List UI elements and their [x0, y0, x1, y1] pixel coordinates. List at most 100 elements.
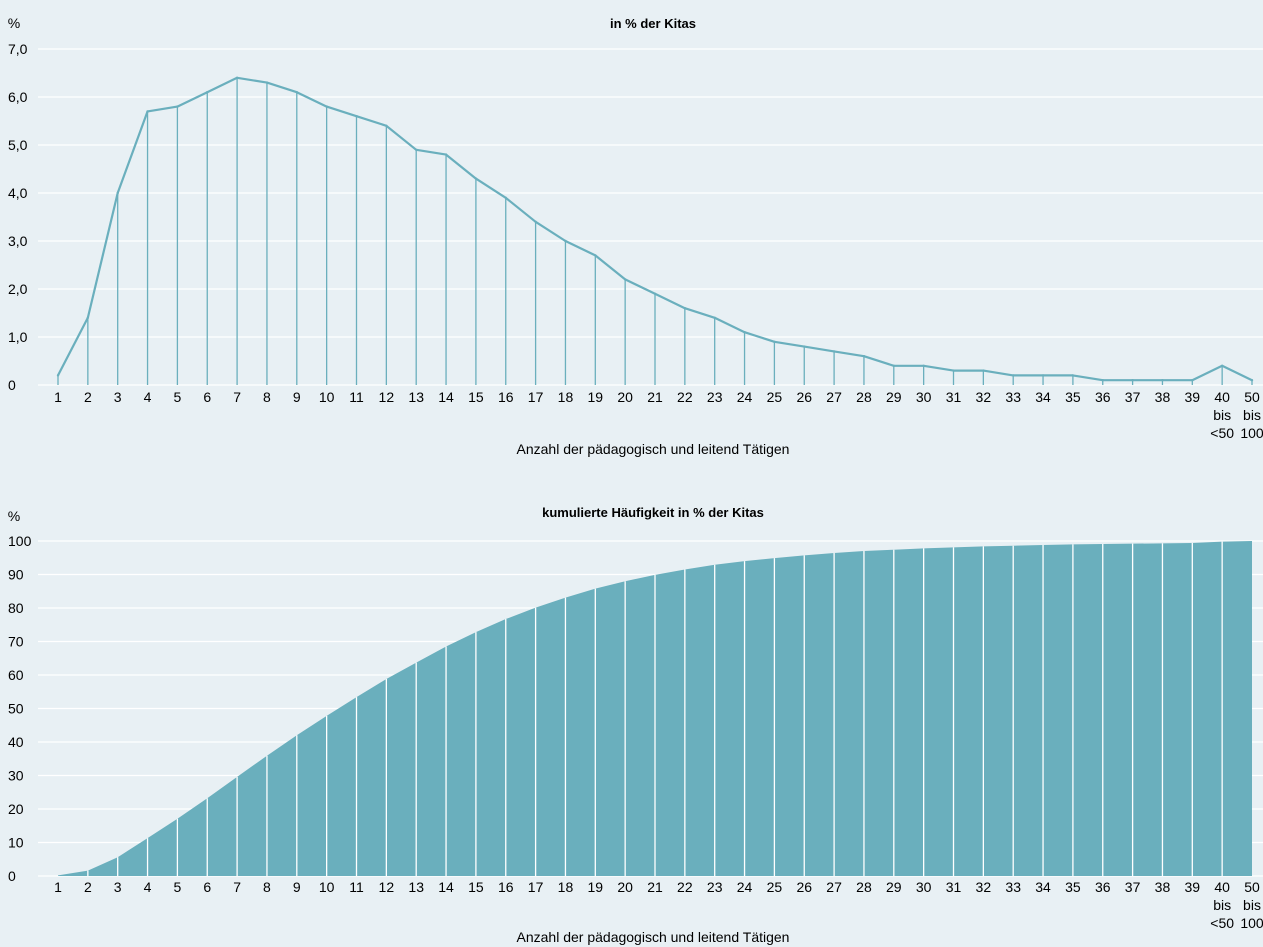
chart2-y-tick-label: 10 — [8, 835, 24, 851]
chart1-data-point — [444, 153, 448, 156]
chart2-y-tick-label: 30 — [8, 768, 24, 784]
chart2-x-tick-label: 50 bis 100 — [1240, 879, 1263, 931]
chart1-x-tick-label: 5 — [174, 389, 182, 405]
chart1-x-tick-label: 24 — [737, 389, 753, 405]
chart1-data-point — [952, 369, 955, 372]
chart1-x-tick-label: 37 — [1125, 389, 1141, 405]
chart1-y-tick-label: 5,0 — [8, 137, 28, 153]
chart2-x-tick-label: 37 — [1125, 879, 1141, 895]
chart2-x-tick-label: 39 — [1185, 879, 1201, 895]
chart1-data-point — [415, 148, 418, 151]
chart1-data-point — [1131, 379, 1134, 382]
chart1-data-point — [1071, 374, 1075, 377]
chart1-data-point — [295, 91, 298, 94]
chart2-x-tick-label: 33 — [1005, 879, 1021, 895]
chart1-data-point — [564, 239, 567, 243]
chart1-x-tick-label: 29 — [886, 389, 902, 405]
chart1-data-point — [116, 191, 119, 195]
chart2-x-tick-label: 23 — [707, 879, 723, 895]
chart1-data-point — [743, 331, 746, 334]
chart1-data-point — [56, 374, 60, 377]
chart1-x-tick-label: 38 — [1155, 389, 1171, 405]
chart1-data-point — [325, 105, 328, 108]
chart1-x-tick-label: 2 — [84, 389, 92, 405]
chart2-y-tick-label: 90 — [8, 567, 24, 583]
chart2-x-tick-label: 13 — [408, 879, 424, 895]
chart1-data-point — [594, 254, 597, 257]
chart1-x-tick-label: 12 — [379, 389, 395, 405]
chart2-x-tick-label: 19 — [588, 879, 604, 895]
chart1-data-point — [1250, 379, 1254, 382]
chart1-x-tick-label: 9 — [293, 389, 301, 405]
chart1-x-tick-label: 19 — [588, 389, 604, 405]
chart1-x-tick-label: 39 — [1185, 389, 1201, 405]
chart1-data-point — [832, 350, 836, 353]
chart1-x-tick-label: 50 bis 100 — [1240, 389, 1263, 441]
chart1-data-point — [206, 91, 209, 94]
chart2-x-tick-label: 11 — [349, 879, 364, 895]
chart2-x-tick-label: 10 — [319, 879, 335, 895]
chart1-x-tick-label: 36 — [1095, 389, 1111, 405]
chart2-x-tick-label: 29 — [886, 879, 902, 895]
chart1-data-point — [683, 307, 687, 310]
chart1-data-point — [982, 369, 985, 372]
chart1-data-point — [892, 364, 895, 367]
chart1-x-tick-label: 1 — [54, 389, 62, 405]
chart2-x-tick-label: 7 — [233, 879, 241, 895]
chart2-x-tick-label: 6 — [203, 879, 211, 895]
chart1-data-point — [1220, 364, 1224, 367]
chart1-x-tick-label: 26 — [796, 389, 812, 405]
chart1-data-point — [1012, 374, 1015, 377]
chart2-x-tick-label: 9 — [293, 879, 301, 895]
chart2-x-tick-label: 27 — [826, 879, 842, 895]
chart1-x-tick-label: 17 — [528, 389, 544, 405]
chart2-x-tick-label: 20 — [617, 879, 633, 895]
chart1-data-point — [922, 364, 925, 367]
chart1-x-tick-label: 6 — [203, 389, 211, 405]
chart1-x-tick-label: 31 — [946, 389, 962, 405]
chart1-x-tick-label: 8 — [263, 389, 271, 405]
chart1-x-tick-label: 33 — [1005, 389, 1021, 405]
chart1-data-point — [1101, 379, 1104, 382]
chart2-x-axis-label: Anzahl der pädagogisch und leitend Tätig… — [517, 929, 790, 945]
chart2-y-tick-label: 50 — [8, 701, 24, 717]
chart2-x-tick-label: 15 — [468, 879, 484, 895]
chart2-y-tick-label: 40 — [8, 734, 24, 750]
chart2-x-tick-label: 1 — [54, 879, 62, 895]
chart1-data-point — [534, 220, 537, 223]
chart1-data-point — [504, 196, 507, 199]
chart1-x-tick-label: 40 bis <50 — [1210, 389, 1234, 441]
chart1-x-tick-label: 25 — [767, 389, 783, 405]
chart2-x-tick-label: 30 — [916, 879, 932, 895]
chart2-x-tick-label: 8 — [263, 879, 271, 895]
chart1-unit-label: % — [8, 15, 20, 31]
chart2-x-tick-label: 5 — [174, 879, 182, 895]
chart1-y-tick-label: 6,0 — [8, 89, 28, 105]
chart1-x-axis-label: Anzahl der pädagogisch und leitend Tätig… — [517, 441, 790, 457]
chart1-x-tick-label: 21 — [647, 389, 663, 405]
chart2-x-tick-label: 21 — [647, 879, 663, 895]
chart1-x-tick-label: 15 — [468, 389, 484, 405]
chart1-x-tick-label: 3 — [114, 389, 122, 405]
chart1-x-tick-label: 23 — [707, 389, 723, 405]
chart1-data-point — [176, 105, 179, 108]
chart2-y-tick-label: 100 — [8, 533, 32, 549]
chart1-y-tick-label: 0 — [8, 377, 16, 393]
chart2-x-tick-label: 2 — [84, 879, 92, 895]
chart2-unit-label: % — [8, 508, 20, 524]
chart1-data-point — [265, 81, 269, 84]
chart1-x-tick-label: 4 — [144, 389, 152, 405]
chart2-x-tick-label: 31 — [946, 879, 962, 895]
chart2-x-tick-label: 36 — [1095, 879, 1111, 895]
chart1-data-point — [1041, 374, 1045, 377]
chart1-data-point — [713, 316, 716, 319]
chart2-y-tick-label: 80 — [8, 600, 24, 616]
chart1-data-point — [235, 76, 239, 80]
chart2-x-tick-label: 18 — [558, 879, 574, 895]
chart1-data-point — [385, 124, 388, 128]
chart1-title: in % der Kitas — [610, 16, 696, 31]
chart1-data-point — [355, 115, 358, 118]
chart1-y-tick-label: 4,0 — [8, 185, 28, 201]
